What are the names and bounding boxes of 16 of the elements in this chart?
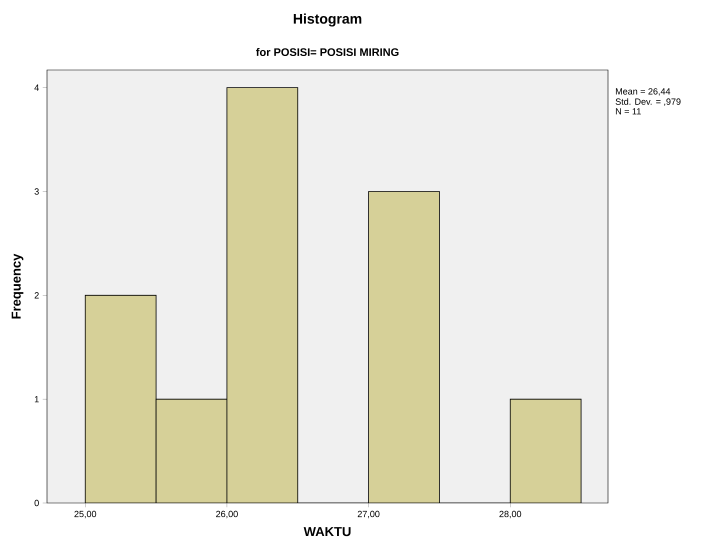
y-tick-label: 0 [34,500,39,506]
y-tick-label: 2 [34,292,39,298]
x-tick-label: 27,00 [358,510,380,518]
x-tick-label: 28,00 [499,510,522,518]
y-tick-label: 3 [34,188,39,195]
y-tick-label: 1 [34,396,39,402]
y-tick-label: 4 [34,84,39,91]
y-axis-title: Frequency [12,254,24,319]
chart-title: Histogram [294,13,362,27]
text: N = 11 [616,108,641,114]
text: Std. Dev. = ,979 [616,98,681,106]
text: Mean = 26,44 [616,88,670,96]
x-tick-label: 26,00 [216,510,238,518]
x-axis-title: WAKTU [304,527,351,536]
x-tick-label: 25,00 [74,510,96,518]
chart-subtitle: for POSISI= POSISI MIRING [256,48,398,56]
